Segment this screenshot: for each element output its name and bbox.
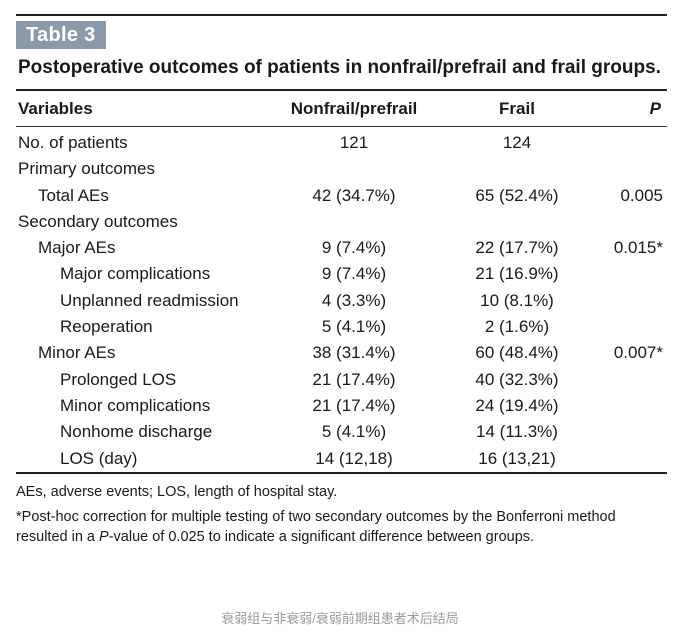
row-nonfrail-value: 5 (4.1%) xyxy=(321,317,387,337)
row-nonfrail-value: 42 (34.7%) xyxy=(312,185,396,205)
row-nonfrail-value: 38 (31.4%) xyxy=(312,343,396,363)
table-row: Primary outcomes xyxy=(16,156,667,182)
table-row: Minor AEs 38 (31.4%) 60 (48.4%) 0.007* xyxy=(16,340,667,366)
row-label: Total AEs xyxy=(38,185,109,205)
header-variables: Variables xyxy=(18,99,93,118)
footnote-abbreviations: AEs, adverse events; LOS, length of hosp… xyxy=(16,483,338,500)
top-rule xyxy=(16,14,667,16)
header-p: P xyxy=(649,99,661,118)
header-top-rule xyxy=(16,89,667,91)
table-row: Major complications 9 (7.4%) 21 (16.9%) xyxy=(16,261,667,287)
table-row: Reoperation 5 (4.1%) 2 (1.6%) xyxy=(16,314,667,340)
row-frail-value: 65 (52.4%) xyxy=(475,185,559,205)
row-nonfrail-value: 21 (17.4%) xyxy=(312,395,396,415)
row-p-value xyxy=(570,419,667,445)
row-frail-value: 10 (8.1%) xyxy=(480,290,554,310)
footnote-correction-post: -value of 0.025 to indicate a significan… xyxy=(108,528,535,545)
row-p-value xyxy=(570,288,667,314)
table-container: Table 3 Postoperative outcomes of patien… xyxy=(16,14,667,547)
row-frail-value xyxy=(464,209,570,235)
row-p-value xyxy=(570,156,667,182)
row-frail-value: 60 (48.4%) xyxy=(475,343,559,363)
row-p-value: 0.007* xyxy=(613,343,663,363)
header-bottom-rule xyxy=(16,126,667,127)
table-title: Postoperative outcomes of patients in no… xyxy=(18,57,661,78)
table-label: Table 3 xyxy=(16,21,106,49)
row-frail-value xyxy=(464,156,570,182)
row-p-value xyxy=(570,446,667,472)
table-row: No. of patients 121 124 xyxy=(16,127,667,156)
row-frail-value: 40 (32.3%) xyxy=(475,369,559,389)
row-frail-value: 24 (19.4%) xyxy=(475,395,559,415)
table-bottom-rule xyxy=(16,471,667,474)
header-frail: Frail xyxy=(499,99,535,118)
row-p-value xyxy=(570,127,667,156)
row-nonfrail-value: 5 (4.1%) xyxy=(321,422,387,442)
row-label: Unplanned readmission xyxy=(60,290,239,310)
table-row: Minor complications 21 (17.4%) 24 (19.4%) xyxy=(16,393,667,419)
footnote-correction-pre: *Post-hoc correction for multiple testin… xyxy=(16,508,616,545)
outcomes-table: Variables Nonfrail/prefrail Frail P No. … xyxy=(16,91,667,472)
row-nonfrail-value: 21 (17.4%) xyxy=(312,369,396,389)
row-nonfrail-value: 9 (7.4%) xyxy=(321,238,387,258)
footnotes: AEs, adverse events; LOS, length of hosp… xyxy=(16,482,667,547)
row-nonfrail-value xyxy=(244,209,464,235)
table-row: Secondary outcomes xyxy=(16,209,667,235)
row-p-value xyxy=(570,393,667,419)
row-label: Nonhome discharge xyxy=(60,422,213,442)
header-nonfrail: Nonfrail/prefrail xyxy=(290,99,418,118)
footnote-correction-p: P xyxy=(99,528,109,545)
row-nonfrail-value: 4 (3.3%) xyxy=(321,290,387,310)
row-nonfrail-value xyxy=(244,156,464,182)
table-body: No. of patients 121 124 Primary outcomes Tot… xyxy=(16,127,667,472)
row-frail-value: 14 (11.3%) xyxy=(476,422,558,442)
row-frail-value: 22 (17.7%) xyxy=(475,238,559,258)
row-label: Minor complications xyxy=(60,395,211,415)
row-nonfrail-value: 14 (12,18) xyxy=(315,448,393,468)
row-p-value xyxy=(570,209,667,235)
row-label: No. of patients xyxy=(18,133,128,152)
row-label: Primary outcomes xyxy=(18,159,155,179)
row-frail-value: 16 (13,21) xyxy=(478,448,556,468)
row-p-value: 0.015* xyxy=(613,238,663,258)
table-row: LOS (day) 14 (12,18) 16 (13,21) xyxy=(16,446,667,472)
footnote-correction: *Post-hoc correction for multiple testin… xyxy=(16,507,667,547)
table-row: Total AEs 42 (34.7%) 65 (52.4%) 0.005 xyxy=(16,183,667,209)
table-row: Unplanned readmission 4 (3.3%) 10 (8.1%) xyxy=(16,288,667,314)
row-label: Prolonged LOS xyxy=(60,369,177,389)
row-label: Major AEs xyxy=(38,238,116,258)
table-header-row: Variables Nonfrail/prefrail Frail P xyxy=(16,91,667,126)
row-label: Minor AEs xyxy=(38,343,116,363)
row-p-value xyxy=(570,261,667,287)
row-label: Major complications xyxy=(60,264,211,284)
row-p-value: 0.005 xyxy=(620,185,663,205)
row-p-value xyxy=(570,367,667,393)
row-frail-value: 2 (1.6%) xyxy=(484,317,550,337)
row-label: Secondary outcomes xyxy=(18,211,178,231)
row-frail-value: 21 (16.9%) xyxy=(475,264,559,284)
table-row: Prolonged LOS 21 (17.4%) 40 (32.3%) xyxy=(16,367,667,393)
row-nonfrail-value: 121 xyxy=(339,133,369,152)
row-label: Reoperation xyxy=(60,317,153,337)
caption-watermark: 衰弱组与非衰弱/衰弱前期组患者术后结局 xyxy=(221,611,459,626)
row-frail-value: 124 xyxy=(502,133,532,152)
table-row: Nonhome discharge 5 (4.1%) 14 (11.3%) xyxy=(16,419,667,445)
row-label: LOS (day) xyxy=(60,448,138,468)
table-row: Major AEs 9 (7.4%) 22 (17.7%) 0.015* xyxy=(16,235,667,261)
row-p-value xyxy=(570,314,667,340)
row-nonfrail-value: 9 (7.4%) xyxy=(321,264,387,284)
